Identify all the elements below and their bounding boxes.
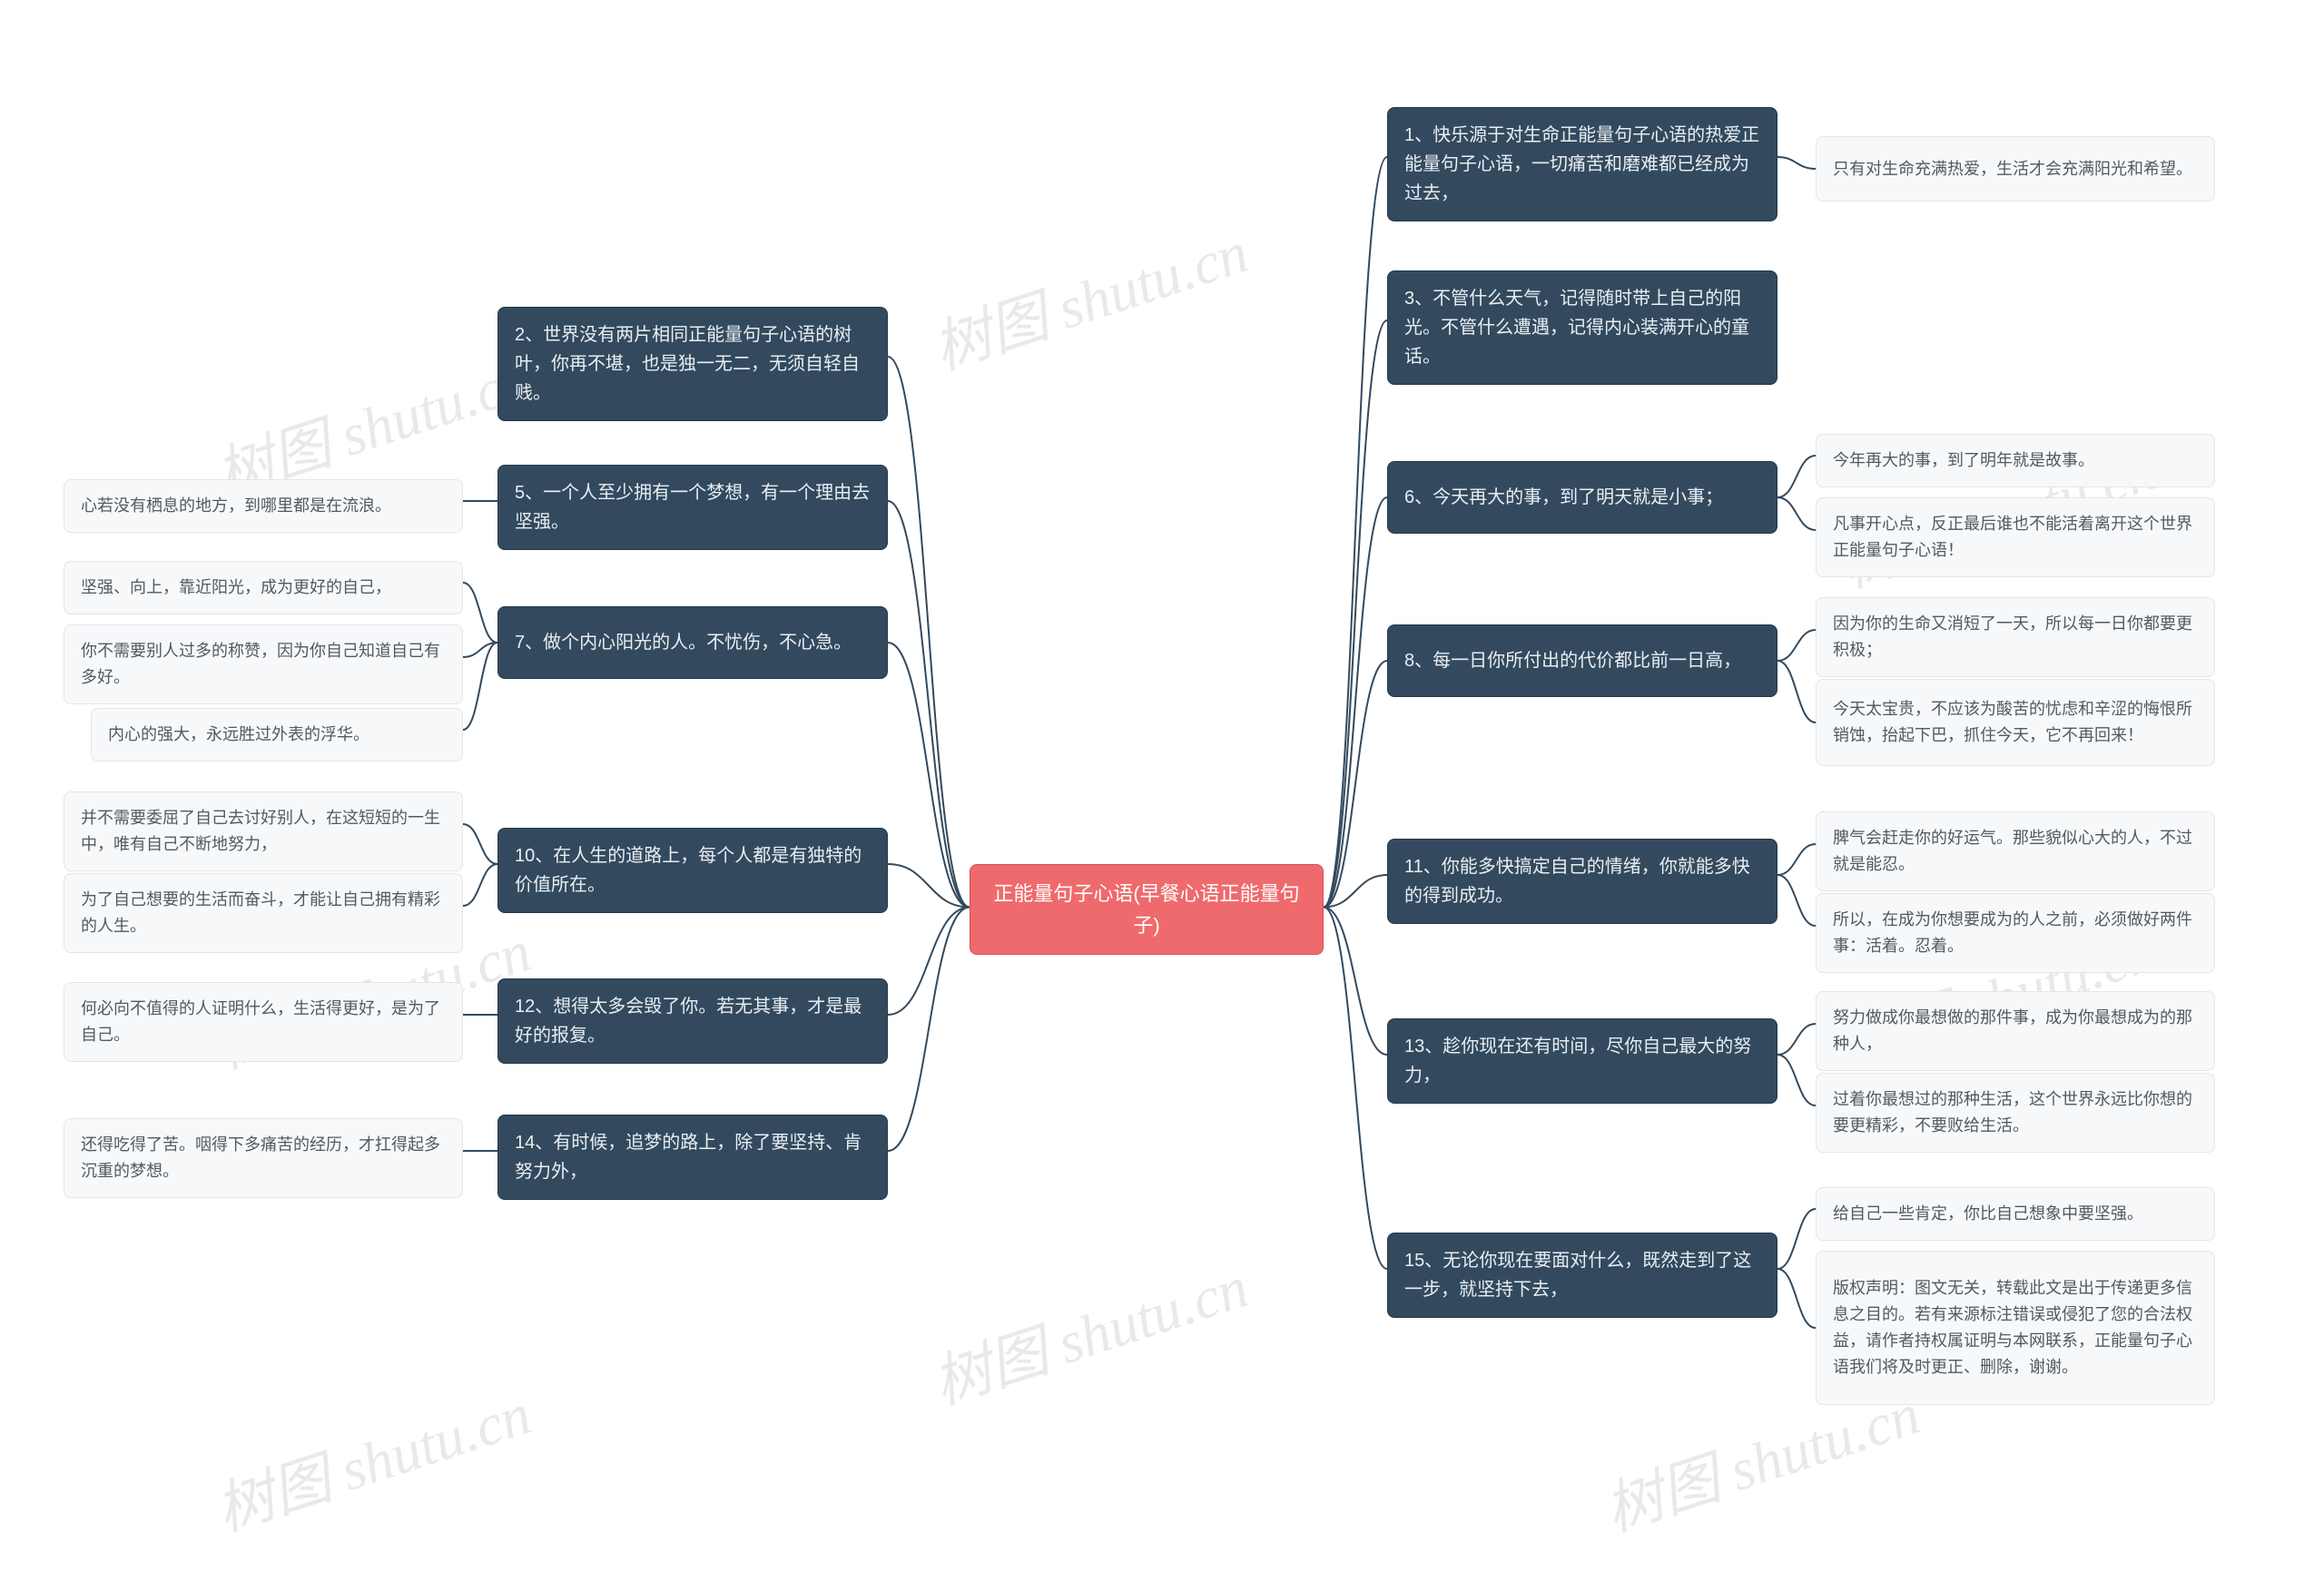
leaf-node-l6a: 今年再大的事，到了明年就是故事。	[1816, 434, 2215, 487]
leaf-node-l5a: 心若没有栖息的地方，到哪里都是在流浪。	[64, 479, 463, 533]
root-node: 正能量句子心语(早餐心语正能量句子)	[970, 864, 1324, 955]
branch-node-b10: 10、在人生的道路上，每个人都是有独特的价值所在。	[497, 828, 888, 913]
leaf-node-l13b: 过着你最想过的那种生活，这个世界永远比你想的要更精彩，不要败给生活。	[1816, 1073, 2215, 1153]
branch-node-b14: 14、有时候，追梦的路上，除了要坚持、肯努力外，	[497, 1115, 888, 1200]
leaf-node-l11a: 脾气会赶走你的好运气。那些貌似心大的人，不过就是能忍。	[1816, 811, 2215, 891]
branch-node-b12: 12、想得太多会毁了你。若无其事，才是最好的报复。	[497, 978, 888, 1064]
branch-node-b1: 1、快乐源于对生命正能量句子心语的热爱正能量句子心语，一切痛苦和磨难都已经成为过…	[1387, 107, 1777, 221]
leaf-node-l10a: 并不需要委屈了自己去讨好别人，在这短短的一生中，唯有自己不断地努力，	[64, 791, 463, 871]
leaf-node-l12a: 何必向不值得的人证明什么，生活得更好，是为了自己。	[64, 982, 463, 1062]
leaf-node-l8a: 因为你的生命又消短了一天，所以每一日你都要更积极；	[1816, 597, 2215, 677]
leaf-node-l10b: 为了自己想要的生活而奋斗，才能让自己拥有精彩的人生。	[64, 873, 463, 953]
leaf-node-l11b: 所以，在成为你想要成为的人之前，必须做好两件事：活着。忍着。	[1816, 893, 2215, 973]
leaf-node-l14a: 还得吃得了苦。咽得下多痛苦的经历，才扛得起多沉重的梦想。	[64, 1118, 463, 1198]
leaf-node-l15b: 版权声明：图文无关，转载此文是出于传递更多信息之目的。若有来源标注错误或侵犯了您…	[1816, 1251, 2215, 1405]
leaf-node-l7a: 坚强、向上，靠近阳光，成为更好的自己，	[64, 561, 463, 614]
branch-node-b8: 8、每一日你所付出的代价都比前一日高，	[1387, 624, 1777, 697]
leaf-node-l8b: 今天太宝贵，不应该为酸苦的忧虑和辛涩的悔恨所销蚀，抬起下巴，抓住今天，它不再回来…	[1816, 679, 2215, 766]
branch-node-b5: 5、一个人至少拥有一个梦想，有一个理由去坚强。	[497, 465, 888, 550]
watermark: 树图 shutu.cn	[921, 1241, 1257, 1420]
leaf-node-l7c: 内心的强大，永远胜过外表的浮华。	[91, 708, 463, 762]
branch-node-b7: 7、做个内心阳光的人。不忧伤，不心急。	[497, 606, 888, 679]
branch-node-b15: 15、无论你现在要面对什么，既然走到了这一步，就坚持下去，	[1387, 1233, 1777, 1318]
branch-node-b2: 2、世界没有两片相同正能量句子心语的树叶，你再不堪，也是独一无二，无须自轻自贱。	[497, 307, 888, 421]
branch-node-b6: 6、今天再大的事，到了明天就是小事；	[1387, 461, 1777, 534]
leaf-node-l13a: 努力做成你最想做的那件事，成为你最想成为的那种人，	[1816, 991, 2215, 1071]
watermark: 树图 shutu.cn	[921, 206, 1257, 386]
leaf-node-l7b: 你不需要别人过多的称赞，因为你自己知道自己有多好。	[64, 624, 463, 704]
leaf-node-l6b: 凡事开心点，反正最后谁也不能活着离开这个世界正能量句子心语！	[1816, 497, 2215, 577]
watermark: 树图 shutu.cn	[204, 1368, 540, 1548]
branch-node-b11: 11、你能多快搞定自己的情绪，你就能多快的得到成功。	[1387, 839, 1777, 924]
leaf-node-l1a: 只有对生命充满热爱，生活才会充满阳光和希望。	[1816, 136, 2215, 201]
branch-node-b3: 3、不管什么天气，记得随时带上自己的阳光。不管什么遭遇，记得内心装满开心的童话。	[1387, 270, 1777, 385]
leaf-node-l15a: 给自己一些肯定，你比自己想象中要坚强。	[1816, 1187, 2215, 1241]
branch-node-b13: 13、趁你现在还有时间，尽你自己最大的努力，	[1387, 1018, 1777, 1104]
